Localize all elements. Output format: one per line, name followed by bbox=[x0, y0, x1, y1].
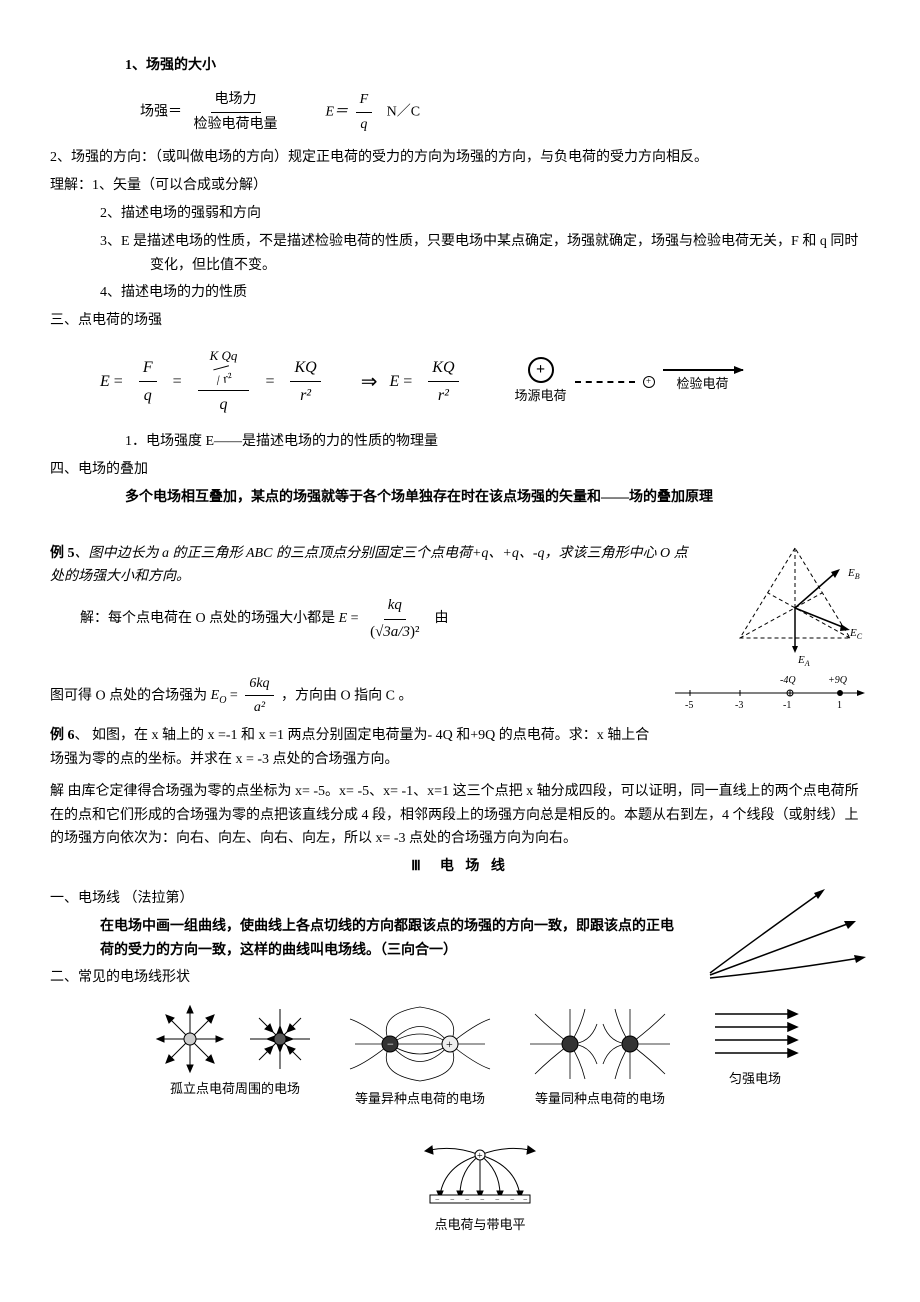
equation-point-charge: E = Fq = K Qq/ r² q = KQr² ⇒ E = KQr² + … bbox=[50, 345, 870, 418]
heading-field-magnitude: 1、场强的大小 bbox=[50, 54, 870, 78]
cell-same: 等量同种点电荷的电场 bbox=[525, 1004, 675, 1110]
svg-text:−: − bbox=[510, 1195, 515, 1204]
svg-text:EA: EA bbox=[797, 654, 810, 668]
ex6-title: 例 6 bbox=[50, 728, 75, 743]
svg-text:−: − bbox=[465, 1195, 470, 1204]
p-understand-1: 理解：1、矢量（可以合成或分解） bbox=[50, 174, 870, 198]
example-5-cont: 图可得 O 点处的合场强为 EO = 6kqa² ，方向由 O 指向 C 。 例… bbox=[50, 668, 870, 776]
unit-nc: N／C bbox=[387, 104, 420, 119]
frac-den-charge: 检验电荷电量 bbox=[190, 113, 282, 137]
field-lines-intro: 一、电场线 （法拉第） 在电场中画一组曲线，使曲线上各点切线的方向都跟该点的场强… bbox=[50, 883, 870, 994]
p-understand-2: 2、描述电场的强弱和方向 bbox=[50, 202, 870, 226]
p-superposition: 多个电场相互叠加，某点的场强就等于各个场单独存在时在该点场强的矢量和——场的叠加… bbox=[50, 486, 870, 510]
frac-num-F: F bbox=[356, 88, 373, 113]
test-charge-icon: + bbox=[643, 376, 655, 388]
frac-num-force: 电场力 bbox=[211, 88, 261, 113]
h-faraday: 一、电场线 （法拉第） bbox=[50, 887, 680, 911]
cell-uniform: 匀强电场 bbox=[705, 1004, 805, 1110]
p-direction: 2、场强的方向：（或叫做电场的方向）规定正电荷的受力的方向为场强的方向，与负电荷… bbox=[50, 146, 870, 170]
negative-charge-icon bbox=[245, 1004, 315, 1074]
formula-e-definition: 场强＝ 电场力 检验电荷电量 E＝ F q N／C bbox=[50, 88, 870, 137]
svg-text:−: − bbox=[387, 1037, 394, 1051]
cell-plate: + −−−−−−− 点电荷与带电平 bbox=[415, 1140, 545, 1236]
svg-text:-1: -1 bbox=[783, 700, 791, 711]
ex5-title: 例 5 bbox=[50, 546, 75, 561]
charge-plate-icon: + −−−−−−− bbox=[415, 1140, 545, 1210]
cell-isolated: 孤立点电荷周围的电场 bbox=[155, 1004, 315, 1110]
svg-text:EC: EC bbox=[849, 627, 863, 641]
heading-field-lines: Ⅲ 电 场 线 bbox=[50, 855, 870, 879]
uniform-field-icon bbox=[705, 1004, 805, 1064]
svg-text:−: − bbox=[480, 1195, 485, 1204]
svg-text:1: 1 bbox=[837, 700, 842, 711]
number-line-diagram: -5 -3 -1 1 -4Q +9Q bbox=[670, 668, 870, 713]
p-understand-4: 4、描述电场的力的性质 bbox=[50, 281, 870, 305]
source-charge-icon: + bbox=[528, 357, 554, 383]
dipole-opposite-icon: − + bbox=[345, 1004, 495, 1084]
svg-text:+: + bbox=[477, 1151, 483, 1162]
heading-superposition: 四、电场的叠加 bbox=[50, 458, 870, 482]
svg-text:−: − bbox=[435, 1195, 440, 1204]
triangle-diagram: EB EC EA bbox=[720, 538, 870, 668]
p-understand-3: 3、E 是描述电场的性质，不是描述检验电荷的性质，只要电场中某点确定，场强就确定… bbox=[100, 230, 870, 278]
heading-point-charge: 三、点电荷的场强 bbox=[50, 309, 870, 333]
note-e-property: 1．电场强度 E——是描述电场的力的性质的物理量 bbox=[50, 430, 870, 454]
field-lines-curves-diagram bbox=[700, 883, 870, 983]
svg-text:-5: -5 bbox=[685, 700, 693, 711]
svg-text:−: − bbox=[450, 1195, 455, 1204]
p-field-line-def: 在电场中画一组曲线，使曲线上各点切线的方向都跟该点的场强的方向一致，即跟该点的正… bbox=[50, 915, 680, 963]
svg-text:+: + bbox=[446, 1037, 453, 1051]
label-e-eq: E＝ bbox=[326, 104, 349, 119]
dipole-same-icon bbox=[525, 1004, 675, 1084]
svg-text:−: − bbox=[495, 1195, 500, 1204]
h-common-shapes: 二、常见的电场线形状 bbox=[50, 966, 680, 990]
svg-text:−: − bbox=[523, 1195, 528, 1204]
svg-text:-4Q: -4Q bbox=[780, 675, 796, 686]
cell-opposite: − + 等量异种点电荷的电场 bbox=[345, 1004, 495, 1110]
example-5: 例 5、图中边长为 a 的正三角形 ABC 的三点顶点分别固定三个点电荷+q、+… bbox=[50, 538, 870, 668]
frac-den-q: q bbox=[356, 113, 371, 137]
label-field-eq: 场强＝ bbox=[140, 104, 182, 119]
positive-charge-icon bbox=[155, 1004, 225, 1074]
svg-text:+9Q: +9Q bbox=[828, 675, 848, 686]
ex6-solution: 解 由库仑定律得合场强为零的点坐标为 x= -5。x= -5、x= -1、x=1… bbox=[50, 780, 870, 851]
svg-text:EB: EB bbox=[847, 567, 860, 581]
svg-text:-3: -3 bbox=[735, 700, 743, 711]
arrow-icon bbox=[663, 369, 743, 371]
field-patterns-grid: 孤立点电荷周围的电场 − + 等量异种点电荷的电场 bbox=[50, 1004, 870, 1236]
diagram-source-test-charge: + 场源电荷 + 检验电荷 bbox=[515, 357, 743, 407]
